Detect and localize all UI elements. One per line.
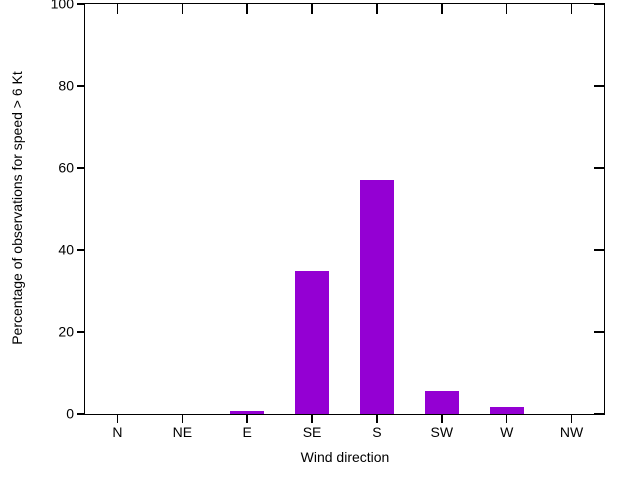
x-tick-mark-top — [116, 4, 119, 14]
x-tick-label: SW — [430, 424, 454, 440]
bar-e — [230, 411, 265, 414]
y-tick-mark-right — [594, 3, 604, 5]
x-tick-label: NE — [172, 424, 193, 440]
y-tick-mark-right — [594, 331, 604, 333]
x-tick-label: E — [242, 424, 252, 440]
x-tick-mark — [246, 414, 248, 423]
x-tick-mark-top — [311, 4, 313, 14]
x-axis-label: Wind direction — [300, 449, 390, 465]
y-tick-label: 60 — [58, 159, 74, 176]
x-tick-mark — [311, 414, 313, 423]
y-tick-label: 80 — [58, 77, 74, 94]
plot-area: N NE E SE S SW W NW 0 20 40 60 80 100 — [51, 0, 605, 440]
x-tick-mark-top — [376, 4, 378, 14]
x-tick-mark — [376, 414, 378, 423]
y-tick-mark — [77, 85, 85, 87]
y-tick-mark — [77, 413, 85, 415]
x-tick-label: SE — [302, 424, 322, 440]
x-tick-mark — [116, 414, 119, 423]
y-tick-mark — [77, 331, 85, 333]
x-tick-mark-top — [570, 4, 573, 14]
x-tick-mark — [570, 414, 573, 423]
x-tick-mark — [505, 414, 508, 423]
x-tick-label: W — [500, 424, 514, 440]
y-tick-mark-right — [594, 249, 604, 251]
x-tick-label: N — [112, 424, 123, 440]
y-axis-label: Percentage of observations for speed > 6… — [9, 71, 25, 345]
y-tick-mark-right — [594, 413, 604, 415]
y-tick-mark-right — [594, 167, 604, 169]
x-tick-mark-top — [181, 4, 184, 14]
y-tick-label: 100 — [50, 0, 74, 12]
bar-s — [359, 180, 394, 414]
x-tick-mark-top — [505, 4, 508, 14]
y-tick-mark-right — [594, 85, 604, 87]
y-tick-mark — [77, 249, 85, 251]
y-tick-mark — [77, 167, 85, 169]
bar-sw — [424, 391, 459, 414]
bar-se — [295, 270, 330, 414]
x-tick-mark — [441, 414, 443, 423]
x-tick-mark — [181, 414, 184, 423]
y-tick-label: 40 — [58, 241, 74, 258]
y-tick-label: 20 — [58, 323, 74, 340]
x-tick-mark-top — [246, 4, 248, 14]
x-tick-mark-top — [441, 4, 443, 14]
x-tick-label: NW — [559, 424, 584, 440]
x-tick-label: S — [372, 424, 382, 440]
bar-w — [489, 406, 524, 414]
y-tick-label: 0 — [66, 405, 74, 422]
y-tick-mark — [77, 3, 85, 5]
